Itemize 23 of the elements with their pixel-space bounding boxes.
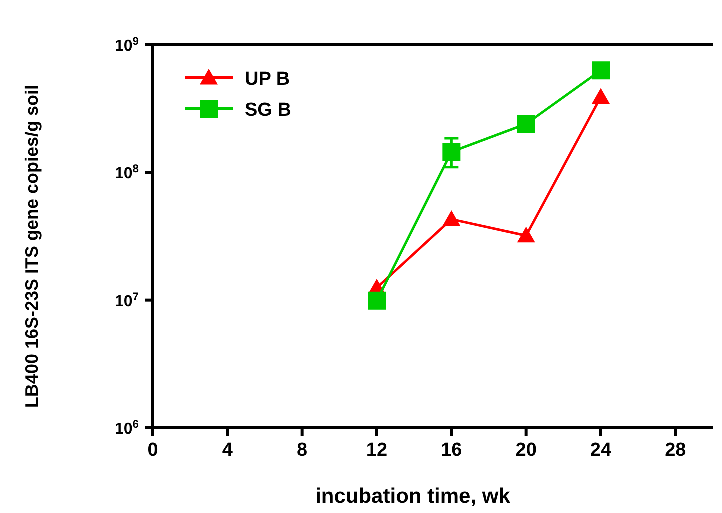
x-tick-label: 12 xyxy=(366,440,388,461)
x-axis-title: incubation time, wk xyxy=(316,485,511,508)
x-tick-label: 8 xyxy=(297,440,308,461)
x-tick-label: 24 xyxy=(590,440,612,461)
legend-label: UP B xyxy=(245,69,290,90)
x-tick-label: 16 xyxy=(441,440,462,461)
y-tick-label: 10$^{8}$ xyxy=(114,164,139,183)
point xyxy=(368,292,386,310)
y-axis-title: LB400 16S-23S ITS gene copies/g soil xyxy=(22,84,42,408)
point xyxy=(442,210,461,226)
y-tick-label: 10$^{7}$ xyxy=(114,291,139,310)
legend-label: SG B xyxy=(245,100,292,121)
point xyxy=(442,143,461,162)
y-tick-label: 10$^{6}$ xyxy=(114,419,139,438)
point xyxy=(517,115,536,134)
x-tick-label: 20 xyxy=(516,440,537,461)
x-tick-label: 4 xyxy=(222,440,234,461)
x-tick-label: 0 xyxy=(148,440,158,461)
y-tick-label: 10$^{9}$ xyxy=(114,36,139,55)
x-tick-label: 28 xyxy=(665,440,686,461)
point xyxy=(592,62,610,80)
point xyxy=(592,88,610,104)
point xyxy=(517,226,536,243)
